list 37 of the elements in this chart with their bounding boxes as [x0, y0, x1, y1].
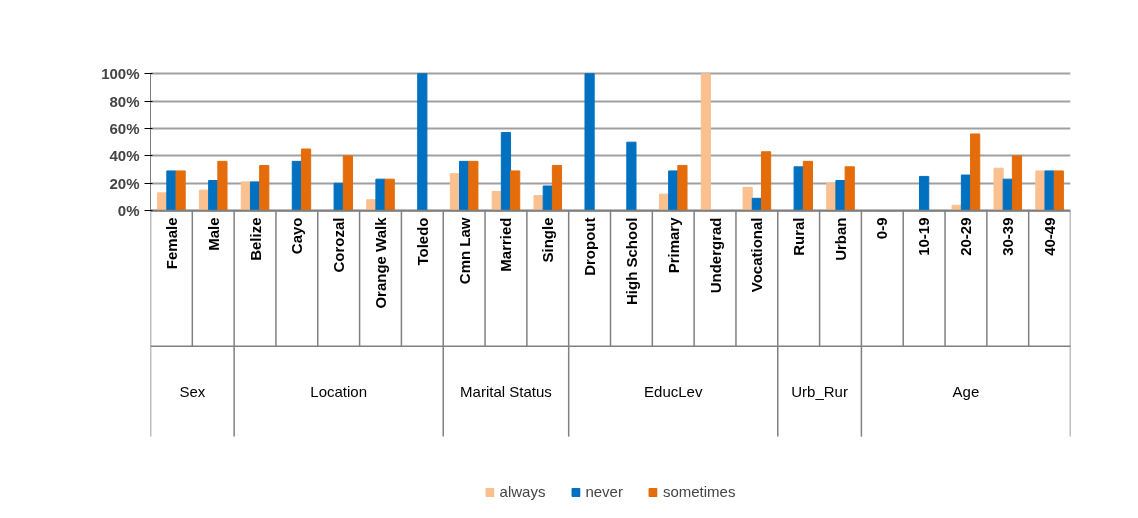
x-tick-label: 10-19	[915, 217, 933, 256]
text: Sex	[179, 382, 206, 400]
x-tick-label: Corozal	[330, 217, 348, 273]
text: Age	[952, 382, 980, 400]
text: Location	[310, 382, 368, 400]
x-tick-label: Primary	[664, 216, 682, 274]
x-tick-label: Belize	[246, 217, 264, 261]
x-tick-label: Male	[204, 217, 222, 251]
x-tick-label: High School	[622, 217, 640, 305]
y-tick-label: 60%	[109, 119, 140, 137]
y-tick-label: 20%	[109, 174, 140, 192]
x-tick-label: 40-49	[1040, 217, 1058, 256]
x-tick-label: Cayo	[288, 217, 306, 255]
y-tick-label: 80%	[109, 92, 140, 110]
x-tick-label: 0-9	[873, 217, 891, 240]
legend-label: sometimes	[662, 483, 736, 500]
x-tick-label: Dropout	[581, 217, 599, 276]
y-tick-label: 100%	[101, 65, 140, 83]
text: Urb_Rur	[791, 382, 848, 400]
x-tick-label: Undergrad	[706, 217, 724, 294]
y-tick-label: 40%	[109, 147, 140, 165]
x-tick-label: Orange Walk	[372, 216, 389, 309]
x-tick-label: Female	[162, 217, 180, 270]
legend-label: never	[585, 483, 623, 500]
x-tick-label: Vocational	[748, 217, 766, 293]
x-tick-label: Urban	[832, 217, 849, 261]
x-tick-label: 30-39	[998, 217, 1016, 256]
text: Marital Status	[460, 382, 552, 400]
x-tick-label: Toledo	[413, 217, 431, 266]
text: EducLev	[644, 382, 703, 400]
x-tick-label: Single	[539, 217, 557, 263]
legend-label: always	[499, 483, 546, 500]
y-tick-label: 0%	[117, 202, 140, 220]
x-tick-label: Cmn Law	[455, 217, 473, 285]
x-tick-label: Married	[497, 217, 515, 272]
x-tick-label: 20-29	[956, 217, 974, 256]
x-tick-label: Rural	[790, 217, 808, 256]
